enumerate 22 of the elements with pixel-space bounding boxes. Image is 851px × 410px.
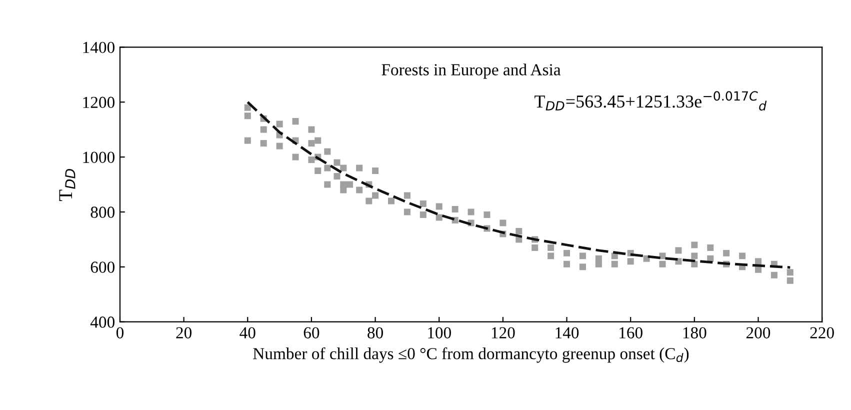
x-tick-label: 180 [683, 327, 706, 338]
x-tick-label: 160 [620, 327, 642, 338]
x-tick-label: 220 [810, 327, 834, 338]
x-tick-label: 60 [304, 327, 320, 338]
y-tick-label: 400 [90, 316, 114, 328]
y-tick-label: 1400 [83, 42, 114, 54]
y-axis-title: T$_{DD}$ [59, 168, 76, 201]
text: Forests in Europe and Asia [382, 64, 561, 79]
annotation: T$_{DD}$=563.45+1251.33e$^{−0.017C}$$_{d}$ [534, 91, 767, 111]
x-tick-label: 20 [176, 327, 192, 338]
x-tick-label: 120 [492, 327, 515, 338]
x-tick-label: 200 [746, 327, 770, 338]
y-tick-label: 600 [90, 262, 114, 273]
x-tick-label: 140 [556, 327, 579, 338]
x-tick-label: 100 [428, 327, 451, 338]
x-tick-label: 0 [116, 327, 124, 338]
y-tick-label: 1200 [83, 96, 114, 108]
x-tick-label: 40 [240, 327, 256, 338]
y-tick-label: 1000 [83, 152, 114, 163]
x-tick-label: 80 [368, 327, 383, 338]
x-axis-title: Number of chill days ≤0 °C from dormancyto greenup onset (C$_{d}$) [253, 347, 689, 363]
y-tick-label: 800 [90, 206, 114, 218]
